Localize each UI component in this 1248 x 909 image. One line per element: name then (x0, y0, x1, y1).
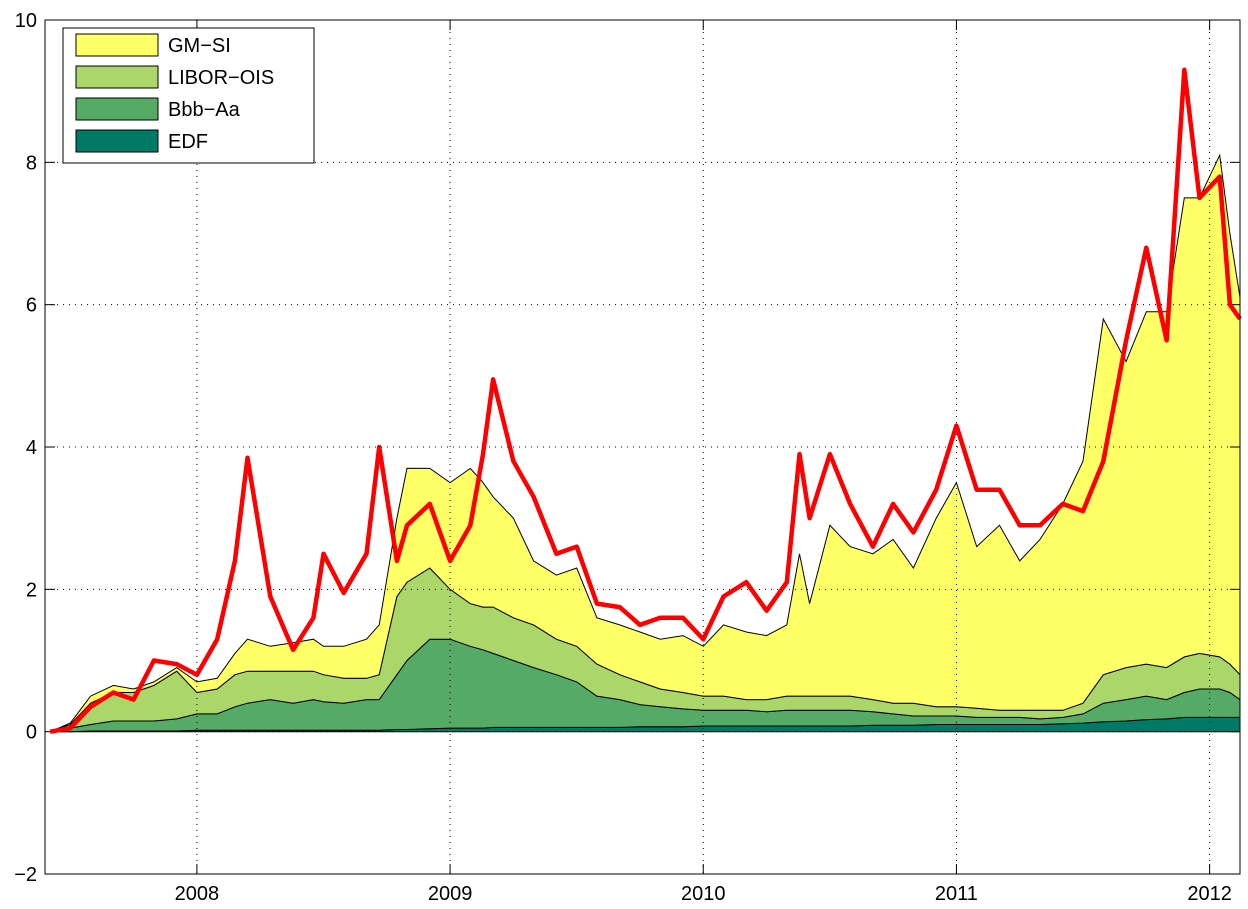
y-tick-label: 2 (26, 579, 37, 601)
legend-label: EDF (168, 131, 208, 153)
legend: GM−SI LIBOR−OIS Bbb−Aa EDF (62, 27, 315, 164)
y-tick-label: 6 (26, 295, 37, 317)
y-tick-label: 10 (15, 10, 37, 32)
line (49, 67, 1242, 734)
x-tick-label: 2010 (681, 883, 726, 905)
y-tick-label: −2 (14, 864, 37, 886)
legend-label: LIBOR−OIS (168, 67, 274, 89)
x-tick-label: 2011 (935, 883, 978, 905)
legend-swatch (75, 33, 159, 57)
x-tick-label: 2012 (1187, 883, 1232, 905)
legend-label: Bbb−Aa (168, 99, 241, 121)
axes-box (44, 19, 1241, 875)
legend-label: GM−SI (168, 35, 231, 57)
legend-swatch (75, 129, 159, 153)
x-tick-label: 2008 (175, 883, 220, 905)
y-tick-label: 8 (26, 152, 37, 174)
y-tick-label: 4 (26, 437, 37, 459)
x-tick-label: 2009 (428, 883, 473, 905)
y-tick-label: 0 (26, 722, 37, 744)
legend-swatch (75, 97, 159, 121)
legend-swatch (75, 65, 159, 89)
